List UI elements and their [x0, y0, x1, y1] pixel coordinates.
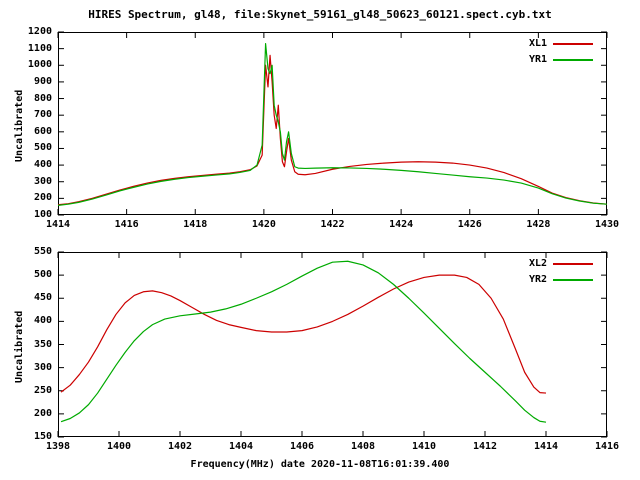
- x-tick-label: 1420: [251, 219, 276, 230]
- y-tick-label: 900: [33, 75, 52, 87]
- legend-label-xl2: XL2: [528, 258, 547, 269]
- x-tick-label: 1416: [114, 219, 139, 230]
- y-tick-label: 300: [33, 175, 52, 187]
- top-plot-frame: [58, 32, 607, 215]
- top-plot-canvas: [57, 31, 608, 216]
- y-tick-label: 200: [33, 192, 52, 204]
- x-tick-label: 1428: [526, 219, 551, 230]
- series-line-xl1: [57, 54, 608, 206]
- x-tick-label: 1410: [411, 441, 437, 452]
- page-title: HIRES Spectrum, gl48, file:Skynet_59161_…: [88, 8, 552, 21]
- legend-label-yr1: YR1: [528, 54, 547, 65]
- x-tick-label: 1402: [167, 441, 193, 452]
- x-tick-label: 1406: [289, 441, 315, 452]
- y-tick-label: 600: [33, 125, 52, 137]
- y-tick-label: 550: [33, 246, 52, 257]
- x-tick-label: 1418: [183, 219, 208, 230]
- x-tick-label: 1398: [45, 441, 71, 452]
- legend-swatch-yr1: [553, 59, 593, 61]
- x-tick-label: 1414: [45, 219, 71, 230]
- x-tick-label: 1404: [228, 441, 254, 452]
- x-tick-label: 1416: [594, 441, 620, 452]
- x-tick-label: 1414: [533, 441, 559, 452]
- legend-label-xl1: XL1: [528, 38, 547, 49]
- legend-swatch-yr2: [553, 279, 593, 281]
- legend-label-yr2: YR2: [528, 274, 547, 285]
- legend-swatch-xl2: [553, 263, 593, 265]
- y-tick-label: 400: [33, 159, 52, 171]
- series-line-yr2: [60, 260, 547, 423]
- x-tick-label: 1426: [457, 219, 482, 230]
- y-tick-label: 200: [33, 407, 52, 419]
- y-tick-label: 400: [33, 315, 52, 327]
- x-axis-title: Frequency(MHz) date 2020-11-08T16:01:39.…: [190, 459, 450, 470]
- x-tick-label: 1408: [350, 441, 376, 452]
- top-chart-panel: [57, 31, 608, 216]
- y-tick-label: 300: [33, 361, 52, 373]
- y-tick-label: 1000: [27, 59, 52, 71]
- bottom-chart-panel: [57, 251, 608, 438]
- series-line-xl2: [60, 274, 547, 394]
- x-tick-label: 1422: [320, 219, 345, 230]
- y-tick-label: 100: [33, 209, 52, 220]
- y-tick-label: 1100: [27, 42, 52, 54]
- x-tick-label: 1430: [594, 219, 620, 230]
- legend-swatch-xl1: [553, 43, 593, 45]
- y-tick-label: 500: [33, 142, 52, 154]
- x-tick-label: 1424: [389, 219, 414, 230]
- y-tick-label: 800: [33, 92, 52, 104]
- y-tick-label: 500: [33, 269, 52, 281]
- x-tick-label: 1412: [472, 441, 498, 452]
- x-tick-label: 1400: [106, 441, 132, 452]
- y-tick-label: 150: [33, 431, 52, 442]
- y-tick-label: 1200: [27, 26, 52, 37]
- y-tick-label: 250: [33, 384, 52, 396]
- y-tick-label: 350: [33, 338, 52, 350]
- bottom-plot-frame: [58, 252, 607, 437]
- series-line-yr1: [57, 43, 608, 206]
- y-tick-label: 450: [33, 292, 52, 304]
- bottom-plot-canvas: [57, 251, 608, 438]
- y-tick-label: 700: [33, 109, 52, 121]
